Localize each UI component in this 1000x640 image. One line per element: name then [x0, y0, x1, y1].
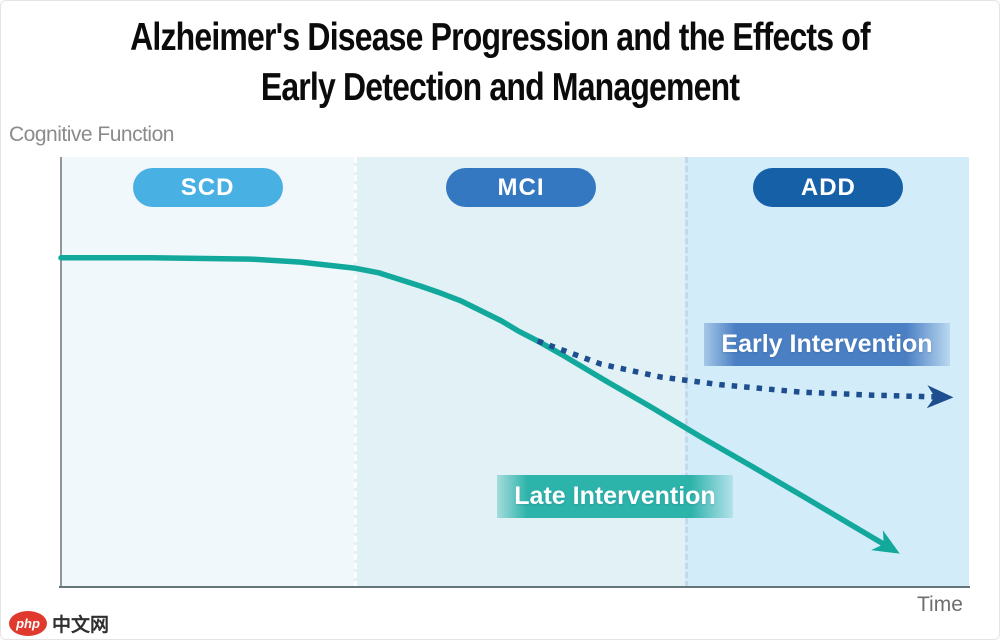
late-intervention-label: Late Intervention	[497, 475, 733, 518]
watermark: php 中文网	[9, 610, 109, 637]
x-axis-label: Time	[917, 593, 963, 616]
chart-title-line1: Alzheimer's Disease Progression and the …	[130, 16, 871, 59]
watermark-site-text: 中文网	[52, 615, 110, 636]
y-axis-label: Cognitive Function	[9, 123, 174, 146]
stage-badge-add: ADD	[753, 168, 904, 207]
php-logo-icon: php	[9, 611, 47, 636]
zone-mci: MCI	[354, 157, 685, 587]
early-intervention-label: Early Intervention	[704, 323, 950, 366]
zone-add: ADD	[684, 157, 969, 587]
chart-title-line2: Early Detection and Management	[260, 66, 740, 109]
zone-scd: SCD	[61, 157, 355, 587]
stage-badge-mci: MCI	[446, 168, 597, 207]
x-axis-line	[59, 586, 970, 588]
y-axis-line	[60, 157, 62, 587]
plot-area: SCD MCI ADD	[61, 157, 969, 587]
stage-badge-scd: SCD	[132, 168, 283, 207]
chart-title: Alzheimer's Disease Progression and the …	[1, 13, 999, 113]
